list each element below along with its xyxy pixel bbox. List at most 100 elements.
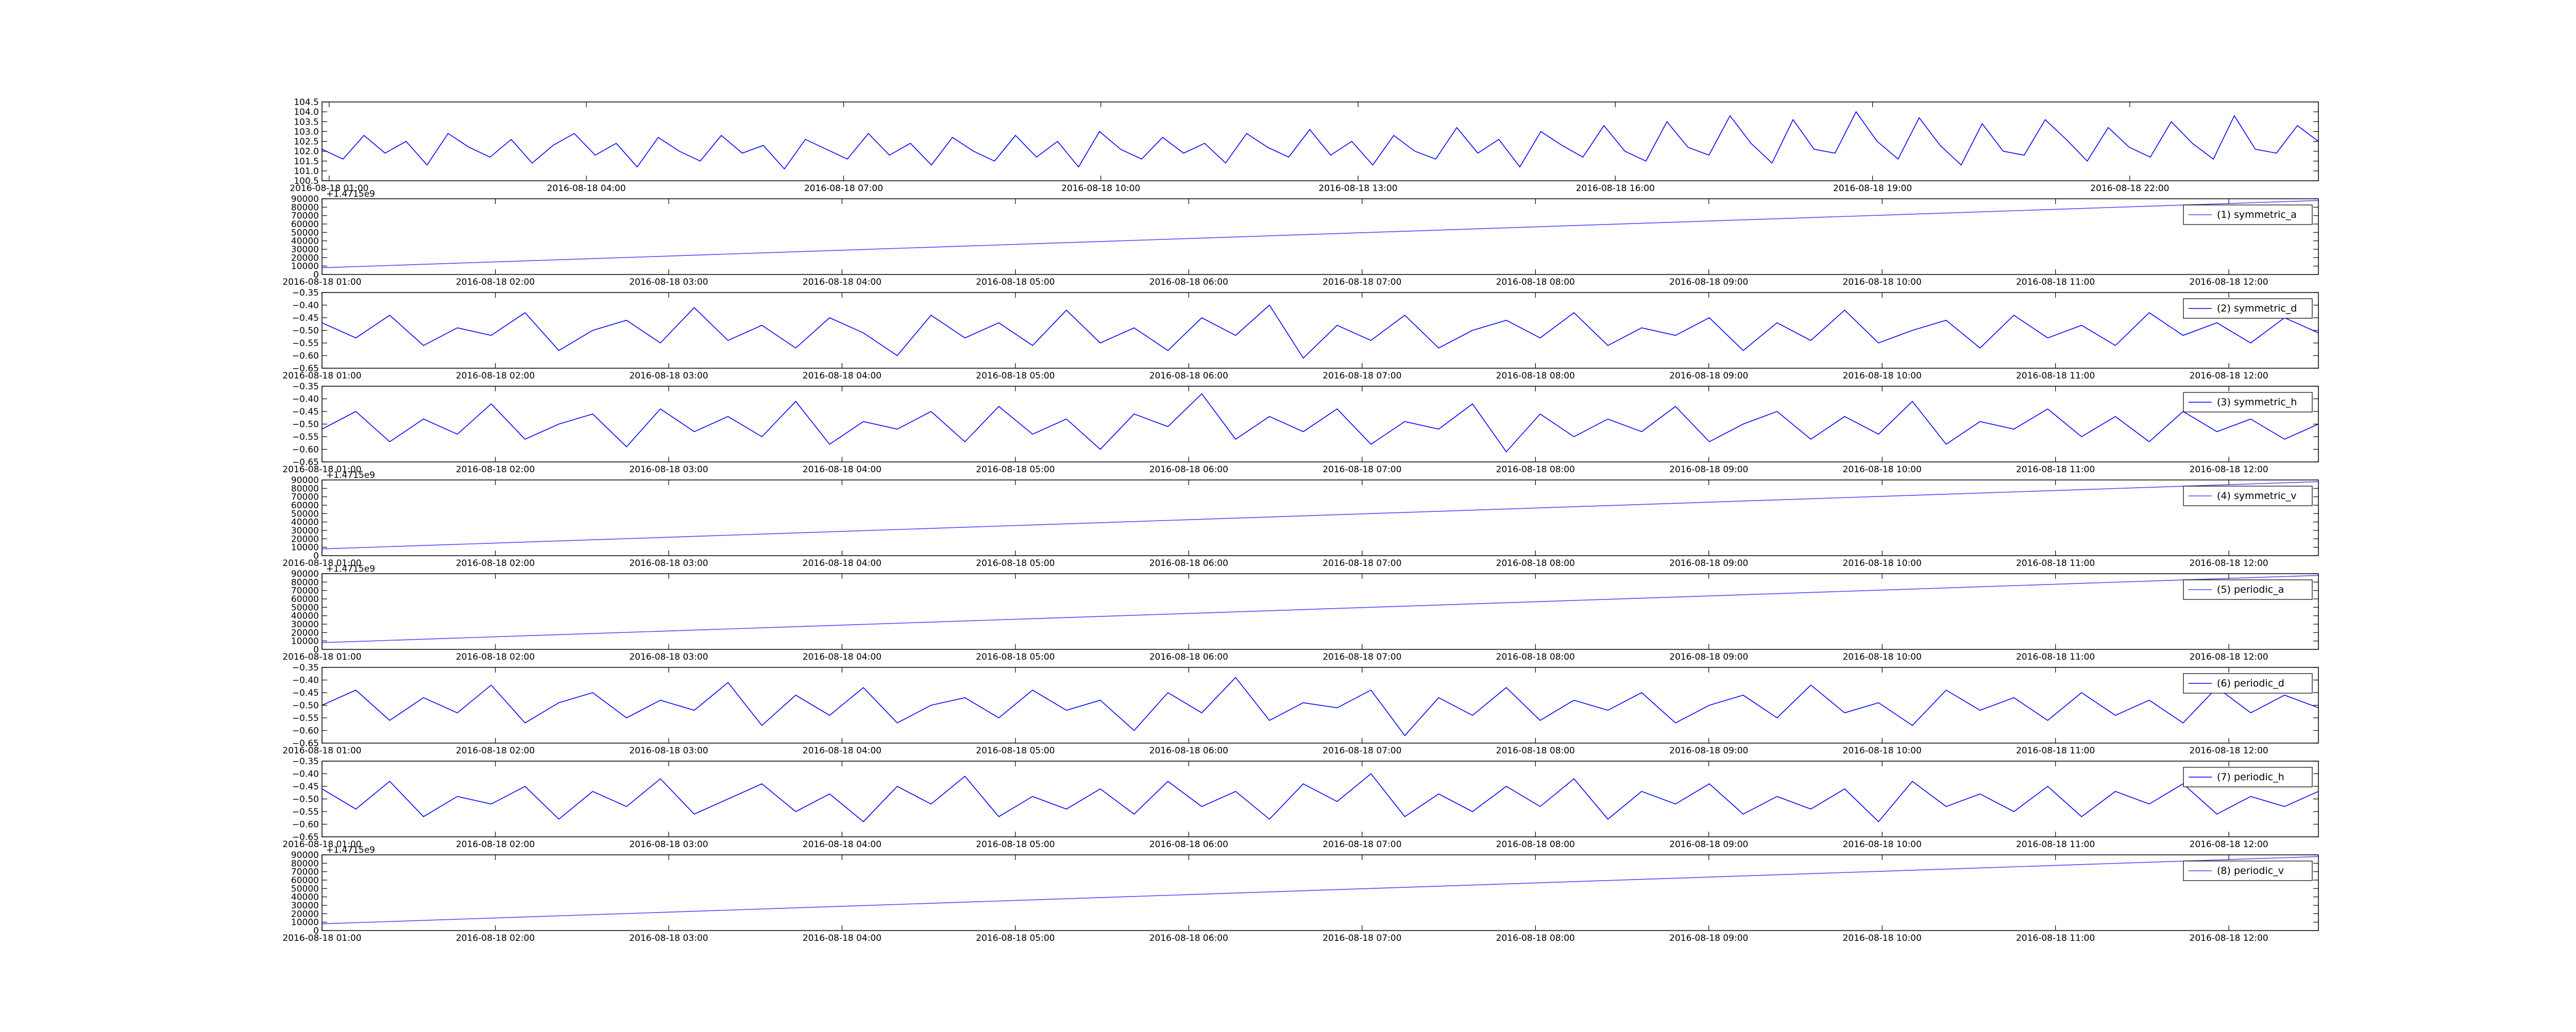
y-tick-label: 70000: [291, 492, 319, 503]
x-tick-label: 2016-08-18 05:00: [976, 371, 1055, 381]
x-tick-label: 2016-08-18 09:00: [1669, 277, 1748, 287]
y-tick-label: 60000: [291, 875, 319, 886]
legend-label: (7) periodic_h: [2217, 771, 2284, 783]
legend-label: (8) periodic_v: [2217, 865, 2284, 876]
x-tick-label: 2016-08-18 10:00: [1843, 465, 1922, 475]
y-tick-label: 104.0: [294, 107, 319, 117]
x-tick-label: 2016-08-18 02:00: [456, 933, 535, 943]
y-tick-label: 10000: [291, 262, 319, 272]
series-line: [321, 773, 2319, 822]
x-tick-label: 2016-08-18 01:00: [282, 277, 361, 287]
x-tick-label: 2016-08-18 12:00: [2190, 839, 2268, 850]
offset-text: +1.4715e9: [326, 470, 375, 480]
x-tick-label: 2016-08-18 11:00: [2016, 465, 2095, 475]
axes-frame: [321, 386, 2319, 462]
x-tick-label: 2016-08-18 05:00: [976, 465, 1055, 475]
subplot: −0.65 −0.60 −0.55 −0.50 −0.45 −0.40 −0.35 2016-…: [282, 663, 2319, 756]
x-tick-label: 2016-08-18 04:00: [803, 558, 882, 569]
y-tick-label: 30000: [291, 526, 319, 536]
x-tick-label: 2016-08-18 02:00: [456, 277, 535, 287]
x-tick-label: 2016-08-18 04:00: [803, 652, 882, 662]
x-tick-label: 2016-08-18 11:00: [2016, 652, 2095, 662]
x-tick-label: 2016-08-18 10:00: [1843, 558, 1922, 569]
x-tick-label: 2016-08-18 11:00: [2016, 277, 2095, 287]
y-tick-label: 60000: [291, 594, 319, 605]
x-tick-label: 2016-08-18 02:00: [456, 652, 535, 662]
y-tick-label: 70000: [291, 586, 319, 596]
x-tick-label: 2016-08-18 11:00: [2016, 839, 2095, 850]
x-tick-label: 2016-08-18 11:00: [2016, 933, 2095, 943]
x-tick-label: 2016-08-18 06:00: [1149, 746, 1228, 756]
x-tick-label: 2016-08-18 06:00: [1149, 558, 1228, 569]
y-tick-label: 50000: [291, 509, 319, 519]
x-tick-label: 2016-08-18 03:00: [629, 933, 708, 943]
y-tick-label: −0.35: [292, 663, 319, 673]
x-tick-label: 2016-08-18 05:00: [976, 933, 1055, 943]
x-tick-label: 2016-08-18 19:00: [1833, 183, 1912, 194]
x-tick-label: 2016-08-18 06:00: [1149, 277, 1228, 287]
y-tick-label: −0.65: [292, 738, 319, 749]
series-line: [321, 111, 2319, 170]
x-tick-label: 2016-08-18 10:00: [1843, 277, 1922, 287]
y-tick-label: 20000: [291, 909, 319, 919]
x-tick-label: 2016-08-18 04:00: [803, 933, 882, 943]
x-tick-label: 2016-08-18 08:00: [1496, 371, 1575, 381]
y-tick-label: −0.45: [292, 407, 319, 417]
y-tick-label: 101.0: [294, 166, 319, 177]
x-tick-label: 2016-08-18 12:00: [2190, 558, 2268, 569]
x-tick-label: 2016-08-18 04:00: [803, 839, 882, 850]
y-tick-label: −0.35: [292, 288, 319, 298]
x-tick-label: 2016-08-18 12:00: [2190, 652, 2268, 662]
x-tick-label: 2016-08-18 03:00: [629, 652, 708, 662]
series-line: [321, 856, 2319, 924]
y-tick-label: −0.40: [292, 769, 319, 780]
y-tick-label: 0: [313, 270, 319, 280]
y-tick-label: 70000: [291, 211, 319, 221]
y-tick-label: −0.55: [292, 713, 319, 724]
axes-frame: [321, 292, 2319, 369]
y-tick-label: −0.60: [292, 445, 319, 455]
x-tick-label: 2016-08-18 09:00: [1669, 839, 1748, 850]
x-tick-label: 2016-08-18 06:00: [1149, 371, 1228, 381]
y-tick-label: 0: [313, 926, 319, 936]
x-tick-label: 2016-08-18 07:00: [1323, 371, 1401, 381]
x-tick-label: 2016-08-18 11:00: [2016, 558, 2095, 569]
y-tick-label: −0.45: [292, 782, 319, 792]
x-tick-label: 2016-08-18 07:00: [804, 183, 883, 194]
x-tick-label: 2016-08-18 12:00: [2190, 933, 2268, 943]
x-tick-label: 2016-08-18 05:00: [976, 277, 1055, 287]
x-tick-label: 2016-08-18 10:00: [1843, 371, 1922, 381]
y-tick-label: 90000: [291, 475, 319, 486]
y-tick-label: −0.65: [292, 364, 319, 374]
axes-frame: [321, 854, 2319, 931]
legend-label: (4) symmetric_v: [2217, 490, 2297, 502]
subplot: 0100002000030000400005000060000700008000…: [282, 189, 2319, 287]
y-tick-label: −0.40: [292, 676, 319, 686]
y-tick-label: 80000: [291, 577, 319, 588]
subplot: 0100002000030000400005000060000700008000…: [282, 845, 2319, 943]
x-tick-label: 2016-08-18 09:00: [1669, 558, 1748, 569]
x-tick-label: 2016-08-18 12:00: [2190, 746, 2268, 756]
y-tick-label: 20000: [291, 253, 319, 263]
y-tick-label: −0.50: [292, 420, 319, 430]
x-tick-label: 2016-08-18 03:00: [629, 839, 708, 850]
x-tick-label: 2016-08-18 01:00: [282, 465, 361, 475]
y-tick-label: −0.50: [292, 326, 319, 336]
legend-label: (1) symmetric_a: [2217, 209, 2297, 220]
y-tick-label: −0.35: [292, 756, 319, 767]
series-line: [321, 677, 2319, 736]
y-tick-label: 100.5: [294, 176, 319, 186]
x-tick-label: 2016-08-18 01:00: [282, 839, 361, 850]
axes-frame: [321, 573, 2319, 650]
x-tick-label: 2016-08-18 07:00: [1323, 652, 1401, 662]
x-tick-label: 2016-08-18 03:00: [629, 746, 708, 756]
y-tick-label: −0.60: [292, 351, 319, 362]
y-tick-label: 40000: [291, 236, 319, 247]
y-tick-label: −0.50: [292, 701, 319, 711]
subplot: 0100002000030000400005000060000700008000…: [282, 564, 2319, 662]
x-tick-label: 2016-08-18 09:00: [1669, 933, 1748, 943]
x-tick-label: 2016-08-18 10:00: [1843, 652, 1922, 662]
legend-label: (6) periodic_d: [2217, 678, 2284, 689]
y-tick-label: 10000: [291, 637, 319, 647]
